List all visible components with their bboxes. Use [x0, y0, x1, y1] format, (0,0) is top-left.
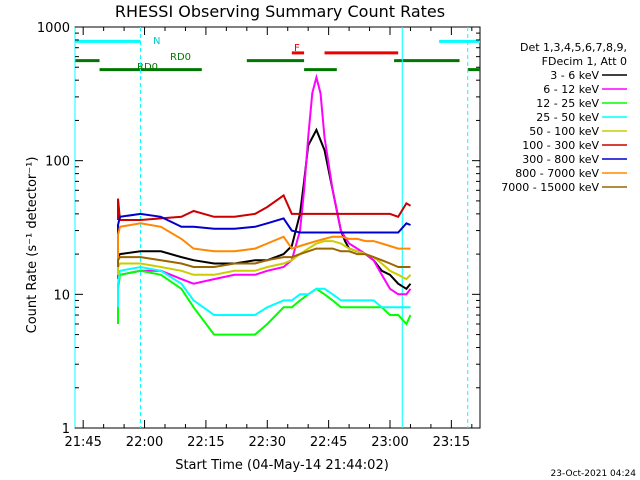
chart-title: RHESSI Observing Summary Count Rates — [115, 2, 445, 21]
legend-label-7: 800 - 7000 keV — [515, 167, 599, 180]
x-axis-label: Start Time (04-May-14 21:44:02) — [175, 458, 389, 473]
legend-header-1: FDecim 1, Att 0 — [542, 55, 627, 68]
plot-area — [74, 26, 481, 429]
y-tick-label-2: 100 — [45, 155, 70, 170]
plot-frame — [74, 26, 481, 429]
legend: Det 1,3,4,5,6,7,8,9,FDecim 1, Att 03 - 6… — [501, 41, 627, 194]
y-tick-label-0: 1 — [62, 422, 70, 437]
legend-label-2: 12 - 25 keV — [536, 97, 599, 110]
series-line-5 — [117, 193, 412, 221]
legend-label-1: 6 - 12 keV — [543, 83, 599, 96]
flag-label-saa_a: RD0 — [170, 52, 191, 63]
x-tick-label-5: 23:00 — [371, 435, 408, 450]
x-tick-label-1: 22:00 — [126, 435, 163, 450]
legend-label-8: 7000 - 15000 keV — [501, 181, 599, 194]
legend-label-5: 100 - 300 keV — [522, 139, 599, 152]
series-line-3 — [117, 265, 411, 316]
footer-date: 23-Oct-2021 04:24 — [551, 469, 637, 479]
x-tick-label-6: 23:15 — [433, 435, 470, 450]
series-line-6 — [117, 212, 411, 235]
flag-label-night: N — [153, 36, 160, 47]
y-axis-label: Count Rate (s⁻¹ detector⁻¹) — [25, 157, 40, 334]
y-tick-label-3: 1000 — [37, 21, 70, 36]
y-tick-label-1: 10 — [53, 288, 70, 303]
series-line-7 — [117, 222, 411, 264]
flag-label-saa_b: RD0 — [137, 62, 158, 73]
x-tick-label-2: 22:15 — [187, 435, 224, 450]
flag-label-flare: F — [294, 43, 300, 54]
series-line-2 — [117, 269, 412, 336]
x-tick-label-3: 22:30 — [249, 435, 286, 450]
x-tick-label-4: 22:45 — [310, 435, 347, 450]
axes: 21:45 22:00 22:15 22:30 22:45 23:00 23:15 1 10 10… — [37, 21, 480, 450]
legend-header-0: Det 1,3,4,5,6,7,8,9, — [520, 41, 627, 54]
legend-label-3: 25 - 50 keV — [536, 111, 599, 124]
x-tick-label-0: 21:45 — [64, 435, 101, 450]
series-line-8 — [117, 247, 411, 268]
legend-label-6: 300 - 800 keV — [522, 153, 599, 166]
legend-label-4: 50 - 100 keV — [529, 125, 599, 138]
series-lines — [117, 73, 412, 336]
legend-label-0: 3 - 6 keV — [550, 69, 599, 82]
night-boundaries — [74, 27, 469, 428]
flag-bars: N RD0 RD0 F — [75, 36, 480, 73]
